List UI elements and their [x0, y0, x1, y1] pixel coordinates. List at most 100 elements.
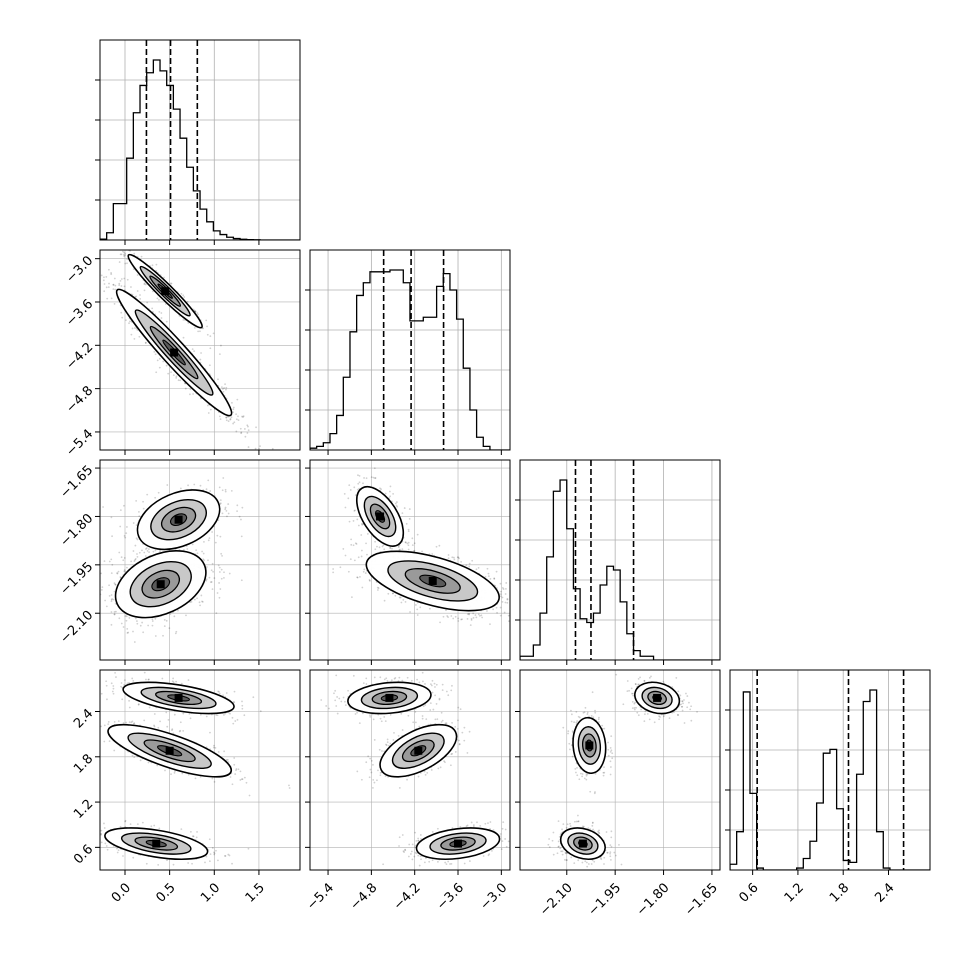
sample-point	[108, 560, 111, 563]
sample-point	[366, 533, 369, 535]
sample-point	[136, 622, 139, 625]
y-tick-label: −1.95	[58, 560, 97, 599]
sample-point	[100, 572, 103, 575]
panel-2-1	[305, 459, 526, 665]
sample-point	[125, 319, 127, 321]
sample-point	[193, 598, 196, 601]
sample-point	[179, 379, 182, 382]
sample-point	[123, 244, 125, 246]
sample-point	[220, 552, 223, 555]
sample-point	[241, 506, 244, 509]
sample-point	[401, 548, 404, 551]
sample-point	[131, 677, 134, 680]
y-tick-label: −4.2	[63, 340, 96, 373]
sample-point	[174, 632, 177, 635]
sample-point	[110, 271, 113, 274]
sample-point	[358, 481, 361, 484]
sample-point	[158, 357, 161, 360]
sample-point	[128, 706, 131, 709]
sample-point	[215, 612, 218, 615]
sample-point	[233, 690, 236, 693]
sample-point	[370, 476, 373, 479]
sample-point	[130, 286, 132, 288]
sample-point	[499, 593, 502, 596]
sample-point	[123, 255, 126, 258]
sample-point	[407, 548, 410, 551]
sample-point	[247, 429, 250, 432]
sample-point	[207, 539, 210, 542]
sample-point	[179, 729, 182, 732]
sample-point	[224, 383, 226, 386]
sample-point	[117, 570, 120, 573]
sample-point	[421, 550, 423, 553]
sample-point	[140, 255, 143, 258]
sample-point	[207, 479, 210, 482]
sample-point	[205, 319, 208, 322]
y-tick-label: −5.4	[63, 427, 96, 460]
sample-point	[110, 611, 113, 613]
sample-point	[135, 499, 138, 502]
sample-point	[404, 600, 407, 603]
sample-point	[102, 506, 104, 508]
sample-point	[122, 626, 125, 628]
sample-point	[107, 230, 109, 232]
sample-point	[179, 721, 182, 724]
sample-point	[218, 690, 220, 693]
sample-point	[135, 537, 138, 540]
sample-point	[356, 576, 359, 579]
panel-frame	[519, 459, 721, 661]
sample-point	[209, 731, 211, 734]
sample-point	[139, 624, 142, 627]
sample-point	[478, 614, 481, 617]
sample-point	[123, 679, 126, 682]
panel-frame	[309, 249, 511, 451]
sample-point	[112, 687, 115, 690]
sample-point	[69, 711, 71, 713]
sample-point	[414, 604, 417, 606]
sample-point	[126, 526, 128, 528]
sample-point	[151, 618, 154, 621]
sample-point	[344, 554, 347, 557]
sample-point	[431, 553, 434, 555]
sample-point	[524, 606, 526, 608]
sample-point	[110, 273, 113, 276]
sample-point	[163, 276, 165, 279]
sample-point	[136, 274, 139, 276]
sample-point	[110, 594, 113, 596]
sample-point	[164, 303, 167, 305]
sample-point	[381, 545, 384, 548]
sample-point	[349, 489, 352, 491]
sample-point	[236, 718, 239, 721]
sample-point	[148, 706, 151, 709]
sample-point	[110, 558, 113, 561]
sample-point	[154, 353, 157, 356]
sample-point	[271, 447, 274, 450]
y-tick-label: −3.6	[63, 297, 96, 330]
sample-point	[156, 297, 159, 300]
sample-point	[122, 559, 125, 562]
sample-point	[145, 678, 147, 681]
sample-point	[379, 487, 381, 490]
sample-point	[351, 596, 353, 599]
sample-point	[211, 588, 214, 591]
sample-point	[147, 678, 150, 681]
sample-point	[353, 486, 356, 489]
sample-point	[180, 292, 183, 295]
sample-point	[240, 518, 242, 521]
sample-point	[125, 532, 128, 535]
sample-point	[501, 586, 504, 589]
sample-point	[388, 490, 391, 493]
sample-point	[402, 599, 405, 601]
sample-point	[255, 426, 257, 429]
sample-point	[447, 616, 449, 619]
sample-point	[120, 682, 123, 684]
sample-point	[157, 491, 160, 494]
sample-point	[112, 598, 115, 601]
sample-point	[201, 600, 203, 603]
sample-point	[240, 432, 243, 435]
sample-point	[233, 701, 235, 704]
sample-point	[391, 547, 393, 550]
sample-point	[209, 490, 212, 492]
sample-point	[226, 515, 228, 518]
sample-point	[357, 556, 360, 559]
